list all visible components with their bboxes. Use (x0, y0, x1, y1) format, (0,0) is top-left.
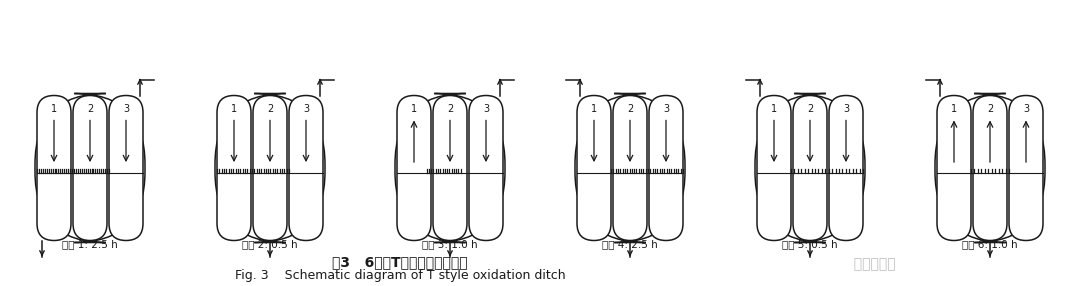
Text: 1: 1 (771, 104, 778, 114)
Text: 3: 3 (483, 104, 489, 114)
Text: 2: 2 (987, 104, 994, 114)
Text: 阶段 4: 2.5 h: 阶段 4: 2.5 h (603, 239, 658, 249)
Text: 阶段 2: 0.5 h: 阶段 2: 0.5 h (242, 239, 298, 249)
Text: 3: 3 (663, 104, 670, 114)
Text: 阶段 5: 0.5 h: 阶段 5: 0.5 h (782, 239, 838, 249)
Text: 1: 1 (950, 104, 957, 114)
FancyBboxPatch shape (217, 96, 251, 241)
Text: 3: 3 (842, 104, 849, 114)
Text: 环保工程师: 环保工程师 (845, 257, 895, 271)
Text: 图3   6阶段T型氧化沟工作示意: 图3 6阶段T型氧化沟工作示意 (333, 255, 468, 269)
FancyBboxPatch shape (109, 96, 143, 241)
FancyBboxPatch shape (613, 96, 647, 241)
Text: 1: 1 (591, 104, 597, 114)
FancyBboxPatch shape (73, 96, 107, 241)
FancyBboxPatch shape (469, 96, 503, 241)
Text: Fig. 3    Schematic diagram of T style oxidation ditch: Fig. 3 Schematic diagram of T style oxid… (234, 269, 565, 281)
Text: 2: 2 (86, 104, 93, 114)
Text: 2: 2 (807, 104, 813, 114)
FancyBboxPatch shape (395, 94, 505, 243)
FancyBboxPatch shape (1009, 96, 1043, 241)
Text: 阶段 3: 1.0 h: 阶段 3: 1.0 h (422, 239, 477, 249)
Text: 2: 2 (626, 104, 633, 114)
FancyBboxPatch shape (397, 96, 431, 241)
Text: 3: 3 (123, 104, 130, 114)
FancyBboxPatch shape (935, 94, 1045, 243)
Text: 1: 1 (410, 104, 417, 114)
FancyBboxPatch shape (215, 94, 325, 243)
FancyBboxPatch shape (253, 96, 287, 241)
FancyBboxPatch shape (37, 96, 71, 241)
Text: 2: 2 (267, 104, 273, 114)
FancyBboxPatch shape (289, 96, 323, 241)
FancyBboxPatch shape (35, 94, 145, 243)
Text: 3: 3 (302, 104, 309, 114)
FancyBboxPatch shape (973, 96, 1007, 241)
Text: 3: 3 (1023, 104, 1029, 114)
FancyBboxPatch shape (649, 96, 683, 241)
Text: 2: 2 (447, 104, 454, 114)
FancyBboxPatch shape (829, 96, 863, 241)
Text: 阶段 1: 2.5 h: 阶段 1: 2.5 h (63, 239, 118, 249)
Text: 1: 1 (231, 104, 238, 114)
FancyBboxPatch shape (433, 96, 467, 241)
FancyBboxPatch shape (937, 96, 971, 241)
FancyBboxPatch shape (757, 96, 791, 241)
FancyBboxPatch shape (755, 94, 865, 243)
Text: 1: 1 (51, 104, 57, 114)
FancyBboxPatch shape (793, 96, 827, 241)
Text: 阶段 6: 1.0 h: 阶段 6: 1.0 h (962, 239, 1017, 249)
FancyBboxPatch shape (575, 94, 685, 243)
FancyBboxPatch shape (577, 96, 611, 241)
